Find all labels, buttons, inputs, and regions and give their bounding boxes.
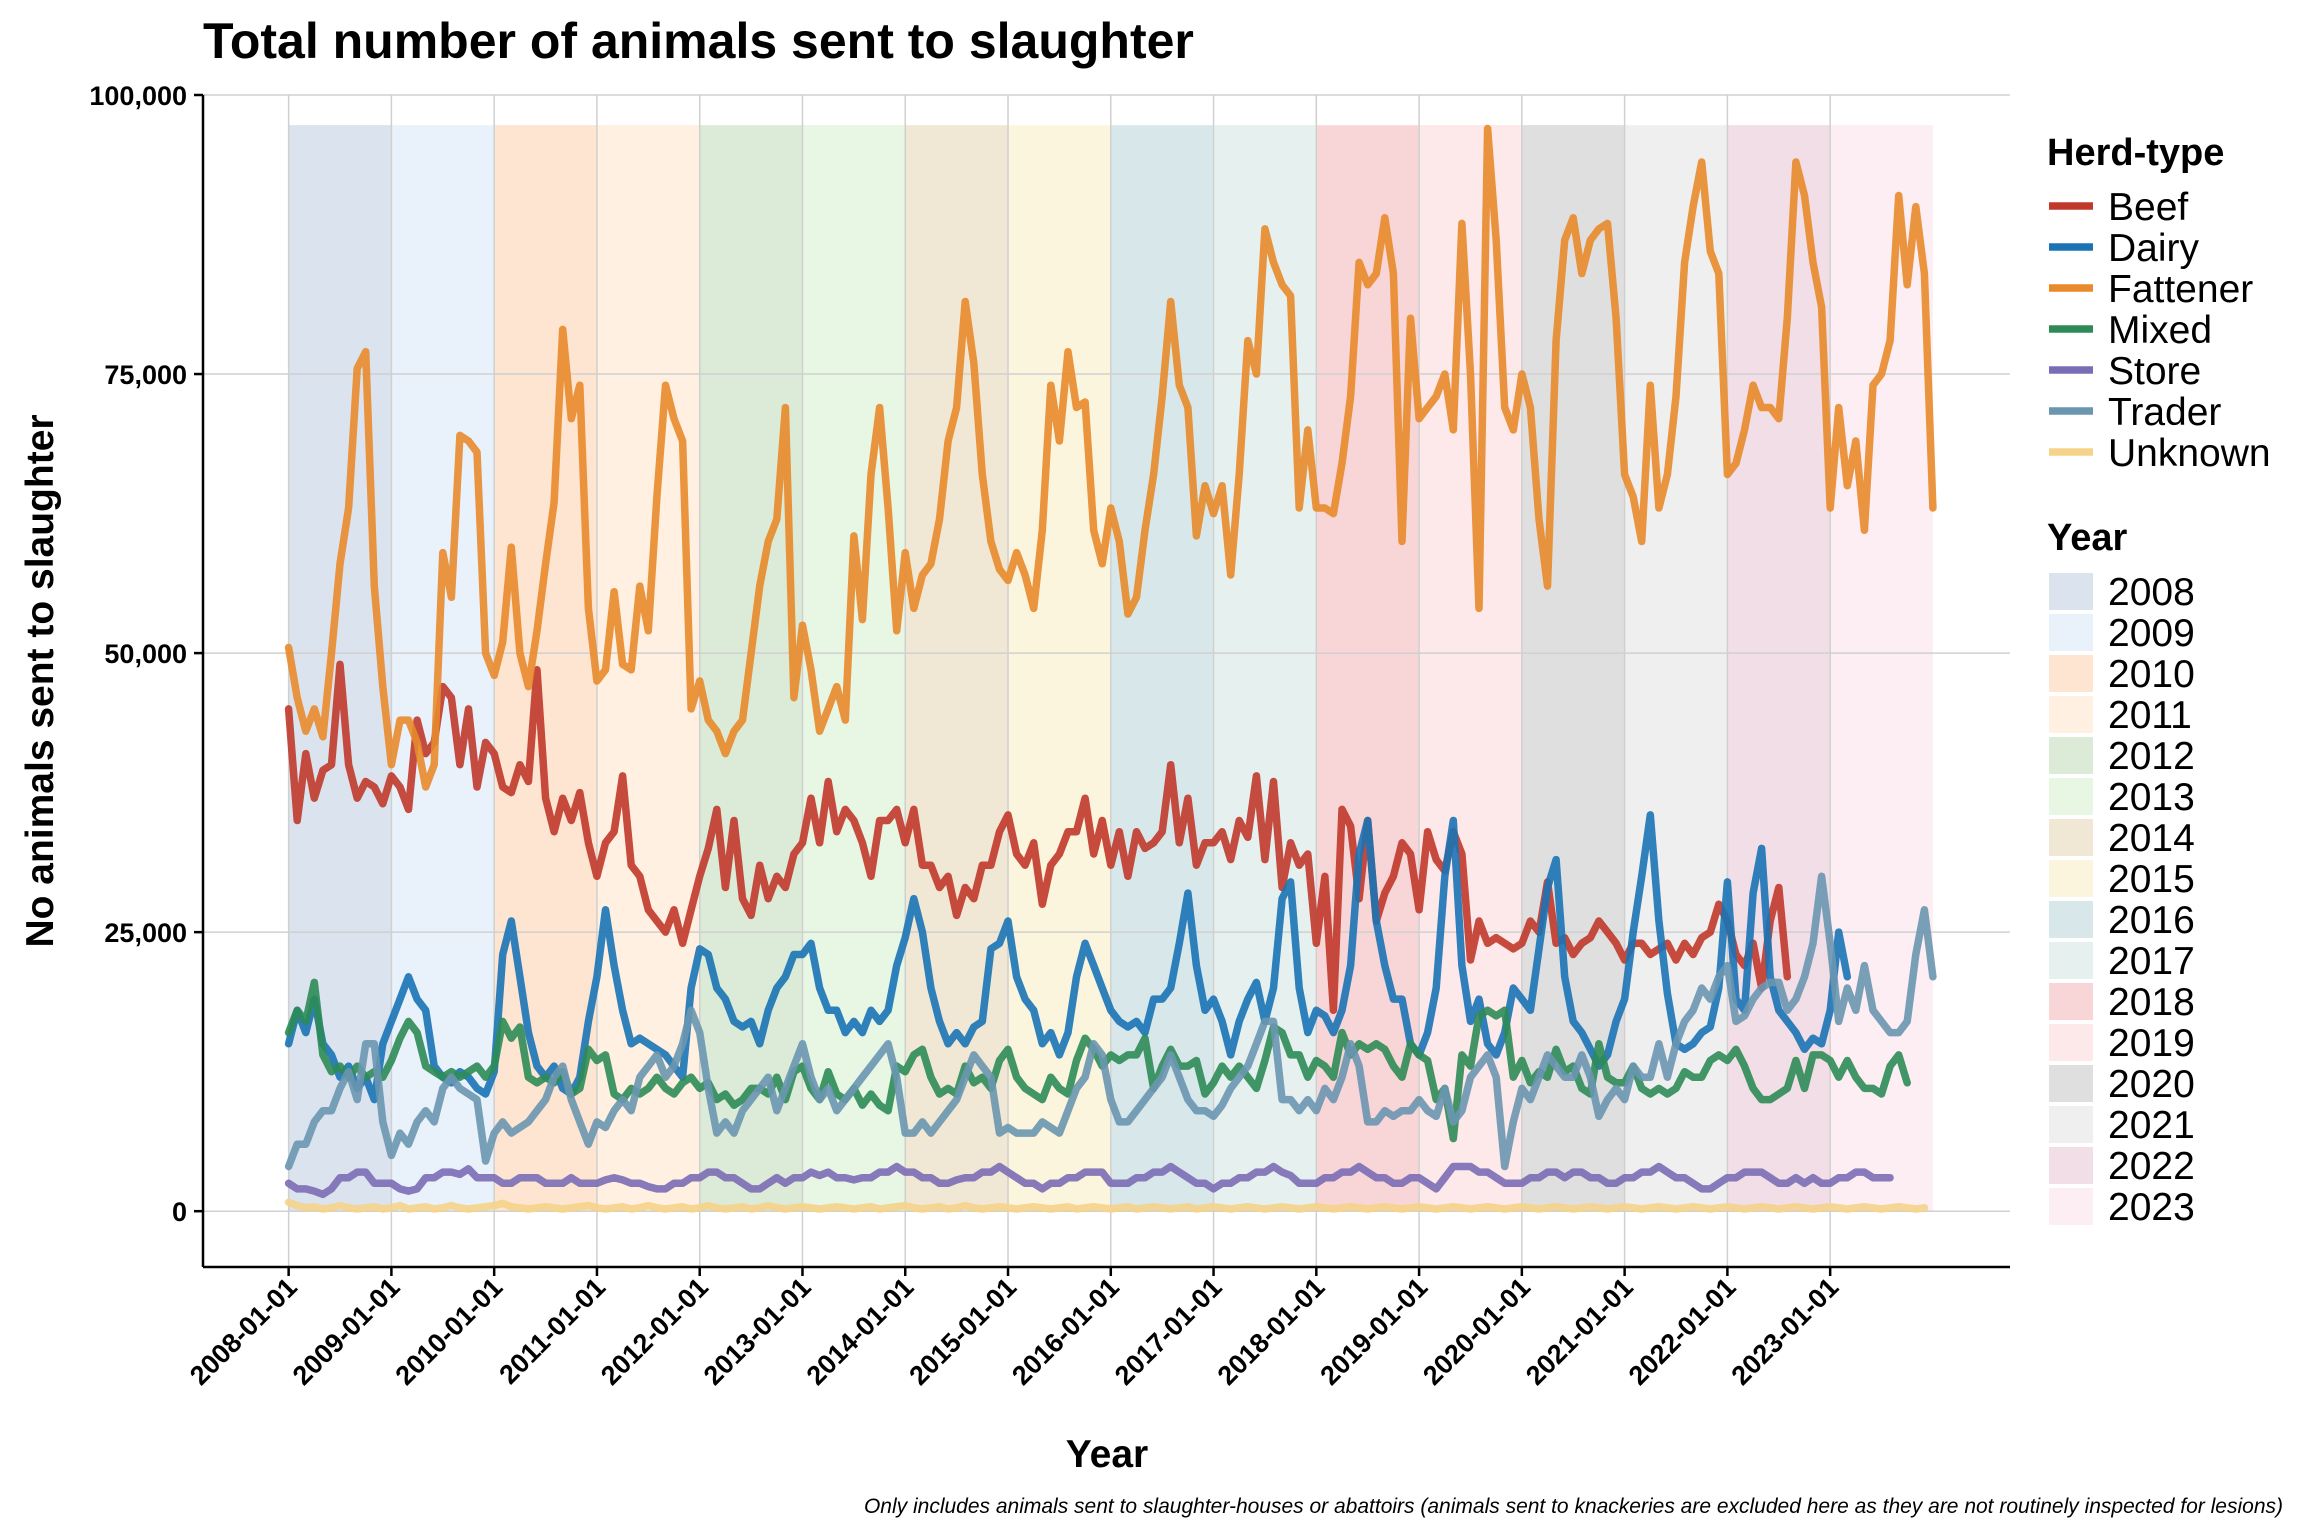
legend-label-year-2019: 2019 <box>2108 1022 2195 1065</box>
x-tick-label: 2013-01-01 <box>698 1272 817 1391</box>
legend-key-year-2019 <box>2049 1024 2093 1061</box>
legend-key-year-2020 <box>2049 1065 2093 1102</box>
x-tick-label: 2015-01-01 <box>903 1272 1022 1391</box>
x-tick-label: 2010-01-01 <box>390 1272 509 1391</box>
legend-label-year-2017: 2017 <box>2108 940 2195 983</box>
x-tick-label: 2011-01-01 <box>493 1272 611 1390</box>
legend-label-year-2008: 2008 <box>2108 571 2195 614</box>
y-axis-title: No animals sent to slaughter <box>19 414 62 947</box>
legend-key-year-2017 <box>2049 942 2093 979</box>
legend-label-year-2023: 2023 <box>2108 1186 2195 1229</box>
legend-key-year-2009 <box>2049 614 2093 651</box>
year-band-2013 <box>802 125 906 1212</box>
x-tick-label: 2020-01-01 <box>1417 1272 1536 1391</box>
legend-label-mixed: Mixed <box>2108 309 2212 352</box>
x-tick-label: 2023-01-01 <box>1726 1272 1845 1391</box>
grid <box>203 94 2010 1267</box>
x-tick-label: 2018-01-01 <box>1212 1272 1331 1391</box>
legend-label-year-2021: 2021 <box>2108 1104 2195 1147</box>
y-tick-label: 25,000 <box>104 918 187 948</box>
legend-key-year-2023 <box>2049 1188 2093 1225</box>
y-tick-label: 75,000 <box>104 360 187 390</box>
year-band-2016 <box>1110 125 1214 1212</box>
legend-key-year-2008 <box>2049 573 2093 610</box>
series-line-trader <box>284 872 1937 1171</box>
year-band-2009 <box>391 125 495 1212</box>
x-axis-title: Year <box>1066 1433 1148 1476</box>
legend-label-dairy: Dairy <box>2108 227 2200 270</box>
legend-key-year-2013 <box>2049 778 2093 815</box>
x-tick-label: 2009-01-01 <box>287 1272 406 1391</box>
x-axis-ticks: 2008-01-012009-01-012010-01-012011-01-01… <box>184 1267 1844 1391</box>
legend-label-year-2013: 2013 <box>2108 776 2195 819</box>
legend-label-store: Store <box>2108 350 2201 393</box>
legend-label-trader: Trader <box>2108 391 2221 434</box>
y-tick-label: 100,000 <box>89 81 187 111</box>
series-line-fattener <box>284 124 1937 791</box>
year-band-2023 <box>1830 125 1933 1212</box>
legend-label-unknown: Unknown <box>2108 432 2271 475</box>
series-line-store <box>284 1162 1894 1199</box>
legend-label-year-2011: 2011 <box>2108 694 2192 737</box>
year-legend-items: 2008200920102011201220132014201520162017… <box>2049 571 2195 1229</box>
legend-key-year-2012 <box>2049 737 2093 774</box>
legend-herd-title: Herd-type <box>2047 132 2224 174</box>
year-band-2015 <box>1008 125 1111 1212</box>
legend-label-year-2020: 2020 <box>2108 1063 2195 1106</box>
chart-title: Total number of animals sent to slaughte… <box>203 13 1194 69</box>
legend-key-year-2015 <box>2049 860 2093 897</box>
legend-label-year-2022: 2022 <box>2108 1145 2195 1188</box>
legend-label-year-2010: 2010 <box>2108 653 2195 696</box>
x-tick-label: 2017-01-01 <box>1109 1272 1228 1391</box>
axes <box>201 95 2010 1269</box>
x-tick-label: 2019-01-01 <box>1314 1272 1433 1391</box>
legend-label-year-2014: 2014 <box>2108 817 2195 860</box>
legend-key-year-2010 <box>2049 655 2093 692</box>
y-axis-ticks: 0 25,000 50,000 75,000 100,000 <box>89 81 203 1227</box>
x-tick-label: 2021-01-01 <box>1520 1272 1639 1391</box>
legend-label-year-2012: 2012 <box>2108 735 2195 778</box>
chart-caption: Only includes animals sent to slaughter-… <box>864 1495 2283 1518</box>
x-tick-label: 2008-01-01 <box>184 1272 303 1391</box>
legend-key-year-2022 <box>2049 1147 2093 1184</box>
series-line-beef <box>284 660 1792 1015</box>
x-tick-label: 2014-01-01 <box>801 1272 920 1391</box>
series-line-dairy <box>284 811 1852 1104</box>
legend: Herd-type BeefDairyFattenerMixedStoreTra… <box>2047 132 2271 1229</box>
legend-label-fattener: Fattener <box>2108 268 2253 311</box>
x-tick-label: 2022-01-01 <box>1623 1272 1742 1391</box>
legend-label-year-2018: 2018 <box>2108 981 2195 1024</box>
y-tick-label: 50,000 <box>104 639 187 669</box>
legend-label-year-2016: 2016 <box>2108 899 2195 942</box>
year-band-2022 <box>1727 125 1831 1212</box>
legend-key-year-2018 <box>2049 983 2093 1020</box>
y-tick-label: 0 <box>172 1197 187 1227</box>
legend-label-beef: Beef <box>2108 186 2188 229</box>
x-tick-label: 2012-01-01 <box>595 1272 714 1391</box>
legend-key-year-2014 <box>2049 819 2093 856</box>
legend-year-title: Year <box>2047 517 2128 559</box>
x-tick-label: 2016-01-01 <box>1006 1272 1125 1391</box>
legend-label-year-2015: 2015 <box>2108 858 2195 901</box>
legend-label-year-2009: 2009 <box>2108 612 2195 655</box>
legend-key-year-2011 <box>2049 696 2093 733</box>
series-line-unknown <box>284 1198 1929 1213</box>
year-band-2020 <box>1521 125 1625 1212</box>
legend-key-year-2016 <box>2049 901 2093 938</box>
legend-key-year-2021 <box>2049 1106 2093 1143</box>
series-lines <box>284 124 1937 1213</box>
